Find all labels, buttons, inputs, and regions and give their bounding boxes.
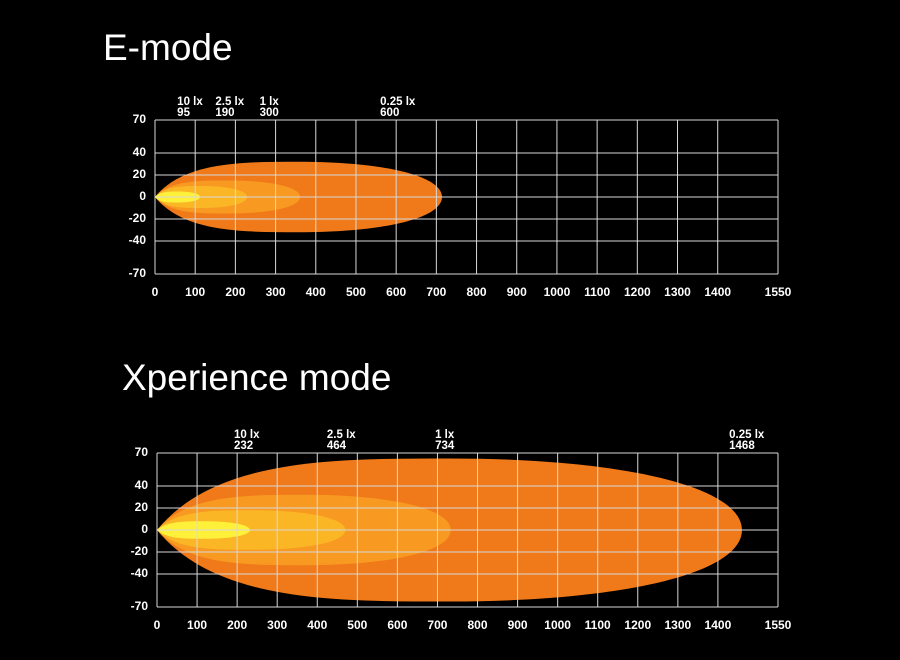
- annotation-value: 95: [177, 107, 190, 119]
- x-tick-label: 1550: [765, 618, 792, 632]
- x-tick-label: 400: [306, 285, 326, 299]
- x-tick-label: 100: [185, 285, 205, 299]
- annotation-value: 734: [435, 440, 455, 452]
- annotation-label: 10 lx: [234, 429, 260, 441]
- y-tick-label: 0: [139, 189, 146, 203]
- x-tick-label: 300: [267, 618, 287, 632]
- x-tick-label: 1400: [704, 285, 731, 299]
- x-tick-label: 800: [467, 285, 487, 299]
- y-tick-label: 20: [135, 500, 149, 514]
- x-tick-label: 800: [468, 618, 488, 632]
- x-tick-label: 900: [508, 618, 528, 632]
- x-tick-label: 300: [266, 285, 286, 299]
- x-tick-label: 900: [507, 285, 527, 299]
- annotation-value: 600: [380, 107, 399, 119]
- chart-title: E-mode: [103, 27, 233, 68]
- x-tick-label: 1100: [585, 618, 611, 632]
- x-tick-label: 400: [307, 618, 327, 632]
- x-tick-label: 500: [347, 618, 367, 632]
- x-tick-label: 1000: [544, 285, 571, 299]
- y-tick-label: 70: [133, 112, 147, 126]
- x-tick-label: 600: [387, 618, 407, 632]
- x-tick-label: 1300: [664, 618, 691, 632]
- y-tick-label: -40: [129, 233, 147, 247]
- annotation-value: 300: [260, 107, 279, 119]
- annotation-label: 10 lx: [177, 96, 203, 108]
- y-tick-label: 20: [133, 167, 147, 181]
- x-tick-label: 200: [227, 618, 247, 632]
- annotation-value: 190: [215, 107, 234, 119]
- x-tick-label: 1200: [624, 618, 651, 632]
- y-tick-label: 40: [135, 478, 149, 492]
- annotation-label: 0.25 lx: [729, 429, 765, 441]
- x-tick-label: 0: [152, 285, 159, 299]
- x-tick-label: 200: [225, 285, 245, 299]
- y-tick-label: 0: [141, 522, 148, 536]
- annotation-value: 464: [327, 440, 347, 452]
- y-tick-label: 40: [133, 145, 147, 159]
- y-tick-label: -20: [129, 211, 147, 225]
- annotation-value: 232: [234, 440, 253, 452]
- x-tick-label: 600: [386, 285, 406, 299]
- chart-title: Xperience mode: [122, 357, 391, 398]
- annotation-value: 1468: [729, 440, 755, 452]
- x-tick-label: 100: [187, 618, 207, 632]
- x-tick-label: 700: [427, 618, 447, 632]
- y-tick-label: -40: [131, 566, 149, 580]
- x-tick-label: 0: [154, 618, 161, 632]
- x-tick-label: 1000: [544, 618, 571, 632]
- annotation-label: 1 lx: [260, 96, 280, 108]
- annotation-label: 1 lx: [435, 429, 455, 441]
- x-tick-label: 1550: [765, 285, 792, 299]
- x-tick-label: 1400: [705, 618, 732, 632]
- annotation-label: 0.25 lx: [380, 96, 416, 108]
- x-tick-label: 1300: [664, 285, 691, 299]
- x-tick-label: 500: [346, 285, 366, 299]
- y-tick-label: -70: [131, 599, 149, 613]
- annotation-label: 2.5 lx: [215, 96, 244, 108]
- y-tick-label: -20: [131, 544, 149, 558]
- y-tick-label: -70: [129, 266, 147, 280]
- x-tick-label: 1100: [584, 285, 610, 299]
- y-tick-label: 70: [135, 445, 149, 459]
- annotation-label: 2.5 lx: [327, 429, 356, 441]
- x-tick-label: 1200: [624, 285, 651, 299]
- x-tick-label: 700: [426, 285, 446, 299]
